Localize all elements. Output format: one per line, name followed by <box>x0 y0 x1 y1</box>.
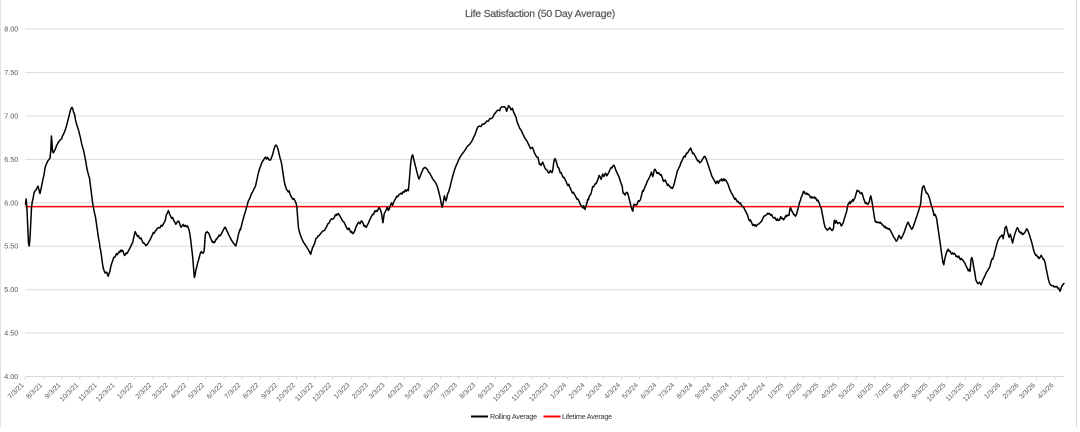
svg-text:4.00: 4.00 <box>4 372 18 381</box>
svg-text:7.00: 7.00 <box>4 112 18 121</box>
svg-text:Rolling Average: Rolling Average <box>490 412 537 421</box>
svg-text:7.50: 7.50 <box>4 68 18 77</box>
svg-text:Life Satisfaction (50 Day Aver: Life Satisfaction (50 Day Average) <box>465 8 615 20</box>
svg-text:5.50: 5.50 <box>4 242 18 251</box>
svg-text:5.00: 5.00 <box>4 285 18 294</box>
svg-text:8.00: 8.00 <box>4 25 18 34</box>
svg-text:4.50: 4.50 <box>4 329 18 338</box>
svg-text:6.00: 6.00 <box>4 198 18 207</box>
svg-text:Lifetime Average: Lifetime Average <box>562 412 612 421</box>
svg-text:6.50: 6.50 <box>4 155 18 164</box>
